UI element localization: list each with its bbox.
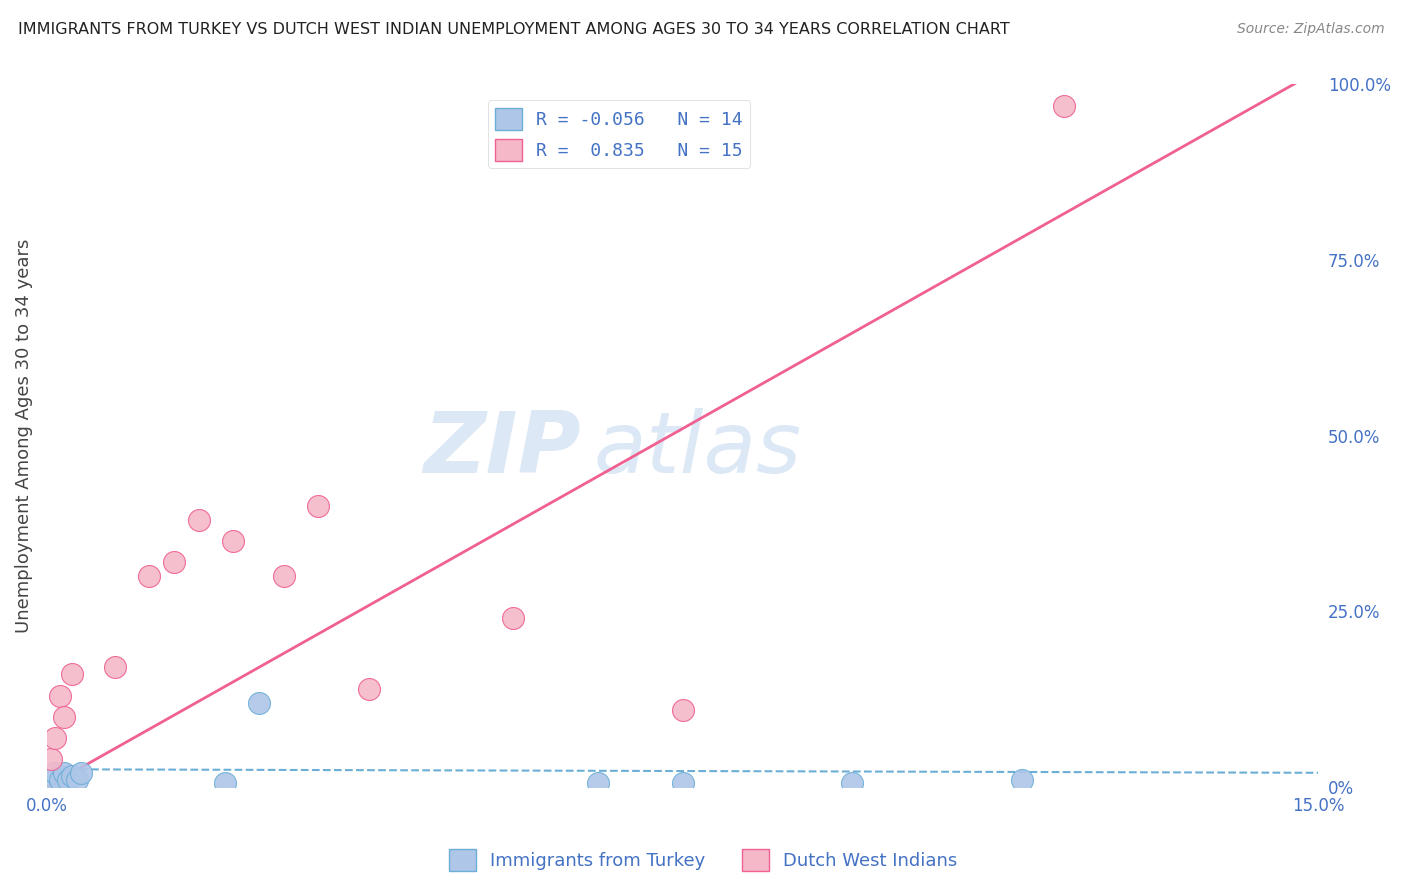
Point: [52, 765, 75, 780]
Legend: Immigrants from Turkey, Dutch West Indians: Immigrants from Turkey, Dutch West India…: [441, 842, 965, 879]
Legend: R = -0.056   N = 14, R =  0.835   N = 15: R = -0.056 N = 14, R = 0.835 N = 15: [488, 101, 751, 168]
Point: [39, 772, 62, 787]
Point: [48, 689, 70, 703]
Point: [138, 569, 160, 583]
Point: [1011, 772, 1033, 787]
Point: [44, 731, 66, 745]
Point: [502, 611, 524, 625]
Point: [586, 776, 609, 790]
Point: [307, 499, 329, 513]
Point: [60, 667, 83, 681]
Point: [48, 772, 70, 787]
Point: [1053, 98, 1076, 112]
Point: [357, 681, 380, 696]
Point: [214, 776, 236, 790]
Point: [273, 569, 295, 583]
Y-axis label: Unemployment Among Ages 30 to 34 years: Unemployment Among Ages 30 to 34 years: [15, 238, 32, 632]
Point: [60, 769, 83, 783]
Point: [104, 660, 127, 674]
Point: [69, 765, 91, 780]
Text: IMMIGRANTS FROM TURKEY VS DUTCH WEST INDIAN UNEMPLOYMENT AMONG AGES 30 TO 34 YEA: IMMIGRANTS FROM TURKEY VS DUTCH WEST IND…: [18, 22, 1010, 37]
Text: ZIP: ZIP: [423, 409, 581, 491]
Text: atlas: atlas: [593, 409, 801, 491]
Point: [56, 772, 79, 787]
Text: Source: ZipAtlas.com: Source: ZipAtlas.com: [1237, 22, 1385, 37]
Point: [65, 772, 87, 787]
Point: [671, 776, 693, 790]
Point: [163, 555, 186, 569]
Point: [841, 776, 863, 790]
Point: [671, 702, 693, 716]
Point: [188, 513, 211, 527]
Point: [39, 752, 62, 766]
Point: [247, 696, 270, 710]
Point: [222, 534, 245, 549]
Point: [44, 765, 66, 780]
Point: [52, 709, 75, 723]
